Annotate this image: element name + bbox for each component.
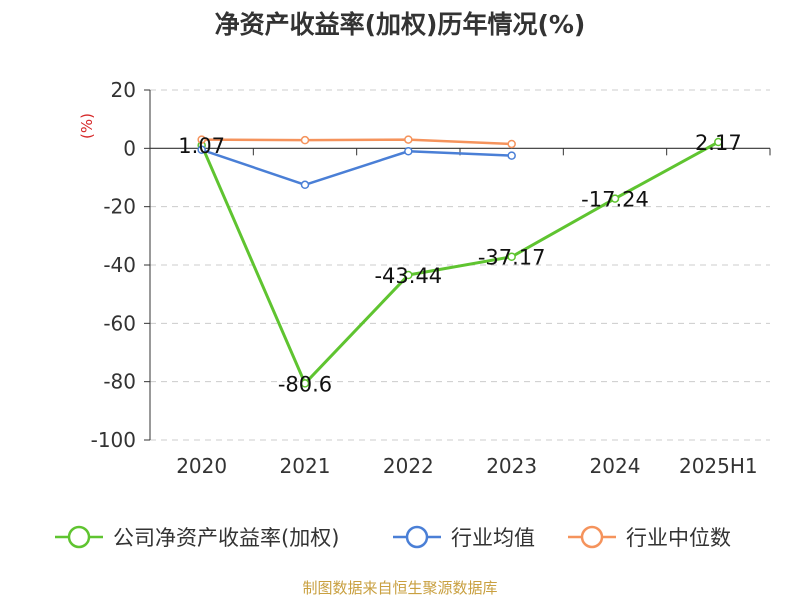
series-point [404,147,413,156]
series-point [197,135,206,144]
series-point [610,194,620,203]
series-line [201,148,512,187]
series-lines [197,135,723,388]
series-point [197,145,206,155]
series-point [300,135,310,145]
data-label: -17.24 [581,188,649,212]
series-point [300,379,310,388]
series-point [404,270,413,280]
series-point [404,135,413,144]
axes [144,89,771,441]
series-point [507,139,516,149]
legend-marker [580,525,604,549]
x-tick-label: 2023 [486,454,537,478]
series-point [300,180,310,190]
data-label: -43.44 [374,264,442,288]
y-tick-label: -40 [103,253,136,277]
y-tick-label: -20 [103,195,136,219]
x-tick-label: 2022 [383,454,434,478]
x-tick-label: 2025H1 [679,454,758,478]
legend-entry: 行业中位数 [626,526,731,550]
series-line [201,138,512,146]
series-point [507,252,516,261]
data-label: -80.6 [278,372,332,396]
y-tick-label: -80 [103,370,136,394]
data-labels: 1.07 -80.6 -43.44 -37.17 -17.24 2.17 [178,131,741,396]
series-point [507,151,516,160]
series-line [200,140,720,385]
y-tick-label: 20 [111,78,136,102]
chart-title: 净资产收益率(加权)历年情况(%) [215,10,586,39]
y-unit-label: (%) [78,113,96,139]
x-tick-label: 2020 [176,454,227,478]
data-label: 2.17 [695,131,742,155]
y-tick-label: 0 [123,136,136,160]
legend-marker [67,525,91,549]
data-label: 1.07 [178,134,225,158]
legend-entry: 行业均值 [451,526,535,550]
series-point [714,137,723,147]
legend-marker [405,525,429,549]
x-tick-label: 2024 [590,454,641,478]
data-label: -37.17 [478,246,546,270]
legend: 公司净资产收益率(加权) 行业均值 行业中位数 [55,525,731,550]
source-note: 制图数据来自恒生聚源数据库 [302,579,497,597]
x-tick-label: 2021 [280,454,331,478]
legend-entry: 公司净资产收益率(加权) [113,526,339,550]
y-tick-label: -60 [103,311,136,335]
y-tick-label: -100 [91,428,136,452]
tick-labels: 20 0 -20 -40 -60 -80 -100 2020 2021 2022 2023 2024 2… [91,78,758,478]
